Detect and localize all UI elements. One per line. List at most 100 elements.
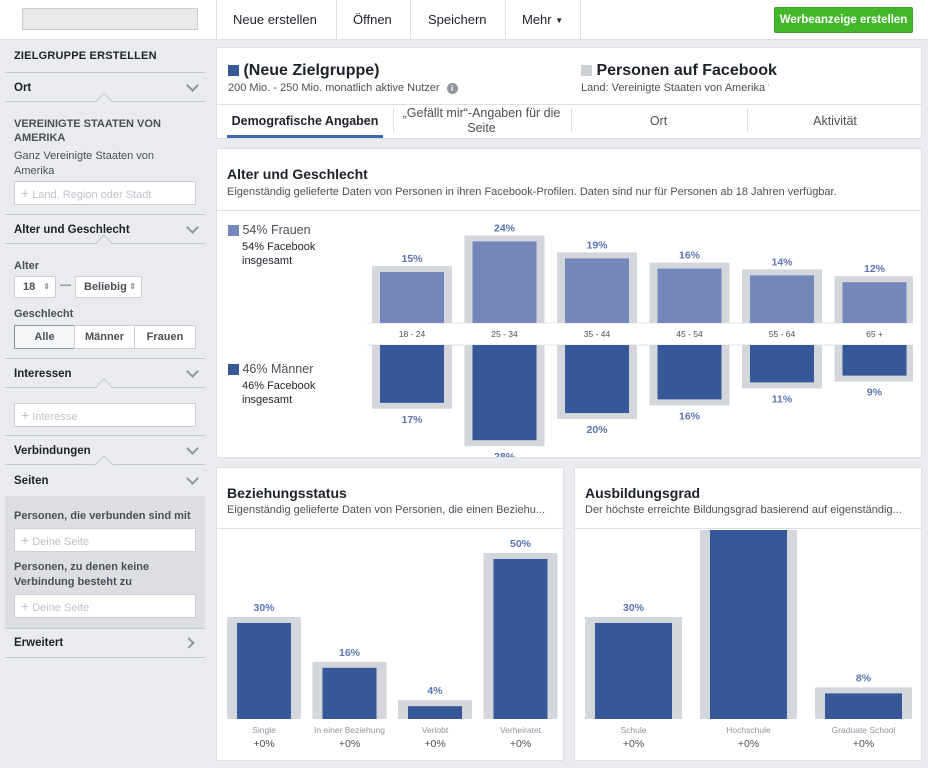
tab-location[interactable]: Ort [649,114,668,128]
pages-filter-box: Personen, die verbunden sind mit + Deine … [5,496,205,628]
category-label: Single [252,725,276,735]
relationship-panel: Beziehungsstatus Eigenständig gelieferte… [216,467,564,761]
chevron-down-icon[interactable] [186,442,199,455]
women-bar [565,258,629,323]
men-facebook-share: 46% Facebook insgesamt [242,380,316,406]
delta-label: +0% [424,738,445,750]
connections-section-header[interactable]: Verbindungen [14,445,91,457]
divider [575,528,921,529]
relationship-title: Beziehungsstatus [227,485,347,501]
delta-label: +0% [853,738,874,750]
chevron-down-icon[interactable] [186,365,199,378]
tab-divider [393,108,394,132]
caret-down-icon: ▼ [555,16,564,26]
plus-icon: + [21,407,30,423]
chevron-down-icon[interactable] [186,221,199,234]
women-color-icon [228,225,239,237]
chevron-down-icon[interactable] [186,472,199,485]
age-min-value: 18 [23,281,36,293]
value-bar [825,693,902,719]
gender-men-button[interactable]: Männer [74,325,135,349]
tab-page-likes[interactable]: „Gefällt mir“-Angaben für die Seite [402,106,561,135]
toolbar-divider [410,0,411,40]
pages-section-header[interactable]: Seiten [14,475,49,487]
divider [217,104,921,105]
divider [5,72,205,73]
chevron-down-icon[interactable] [186,79,199,92]
location-section-header[interactable]: Ort [14,82,32,94]
divider [5,214,205,215]
save-button[interactable]: Speichern [428,12,487,27]
category-label: Hochschule [726,725,771,735]
more-label: Mehr [522,12,552,27]
facebook-people-label: Personen auf Facebook [596,62,777,79]
connected-page-input[interactable]: + Deine Seite [14,528,196,552]
men-value-label: 11% [772,393,793,405]
age-gender-section-header[interactable]: Alter und Geschlecht [14,224,130,236]
info-icon[interactable]: i [446,83,458,94]
gender-all-button[interactable]: Alle [14,325,75,349]
value-label: 16% [339,647,361,659]
category-label: In einer Beziehung [314,725,385,735]
new-audience-title: (Neue Zielgruppe) [228,62,379,80]
interests-section-header[interactable]: Interessen [14,368,72,380]
men-value-label: 9% [867,387,883,399]
age-max-select[interactable]: Beliebig ⇕ [75,276,142,298]
interest-search-input[interactable]: + Interesse [14,403,196,427]
location-placeholder: Land, Region oder Stadt [32,189,152,201]
divider [217,528,563,529]
divider [5,657,205,658]
men-bar [750,345,814,383]
select-arrows-icon: ⇕ [129,282,136,291]
age-gender-chart: 15% 17% 18 - 24 24% 28% 25 - 34 19% 20% 35 - 44 1… [367,222,913,457]
facebook-country: Land: Vereinigte Staaten von Amerika ⁱ [581,82,770,94]
audience-name-field[interactable] [22,8,198,30]
men-bar [472,345,537,441]
selected-country: VEREINIGTE STAATEN VON AMERIKA [14,118,161,144]
age-label: Alter [14,260,40,272]
section-notch [95,378,113,396]
open-button[interactable]: Öffnen [353,12,392,27]
divider [217,210,921,211]
gender-women-button[interactable]: Frauen [134,325,196,349]
men-value-label: 16% [679,410,701,422]
new-audience-size: 200 Mio. - 250 Mio. monatlich aktive Nut… [228,82,458,94]
women-value-label: 12% [864,263,886,275]
toolbar-divider [336,0,337,40]
women-legend: 54% Frauen [228,223,311,237]
not-connected-page-input[interactable]: + Deine Seite [14,594,196,618]
toolbar: Neue erstellen Öffnen Speichern Mehr ▼ W… [0,0,928,40]
women-value-label: 14% [771,256,793,268]
more-menu-button[interactable]: Mehr ▼ [522,12,563,27]
create-ad-button[interactable]: Werbeanzeige erstellen [774,7,913,33]
audience-summary-panel: (Neue Zielgruppe) 200 Mio. - 250 Mio. mo… [216,47,922,139]
tab-activity[interactable]: Aktivität [813,114,857,128]
facebook-country-text: Land: Vereinigte Staaten von Amerika [581,82,766,94]
age-tick-label: 25 - 34 [491,329,518,339]
location-search-input[interactable]: + Land, Region oder Stadt [14,181,196,205]
women-value-label: 24% [494,222,516,234]
delta-label: +0% [738,738,759,750]
age-tick-label: 35 - 44 [584,329,611,339]
gender-label: Geschlecht [14,308,74,320]
men-value-label: 28% [494,451,516,457]
age-min-select[interactable]: 18 ⇕ [14,276,56,298]
men-bar [380,345,444,403]
women-bar [842,282,907,323]
plus-icon: + [21,185,30,201]
category-label: Graduate School [832,725,896,735]
tab-demographics[interactable]: Demografische Angaben [227,104,383,138]
pages-connected-label: Personen, die verbunden sind mit [14,510,191,522]
new-button[interactable]: Neue erstellen [233,12,317,27]
age-tick-label: 45 - 54 [676,329,703,339]
section-notch [95,455,113,473]
men-bar [842,345,907,376]
value-label: 8% [856,672,872,684]
facebook-color-icon [581,65,592,77]
education-panel: Ausbildungsgrad Der höchste erreichte Bi… [574,467,922,761]
chevron-right-icon[interactable] [183,637,195,649]
sidebar-title: ZIELGRUPPE ERSTELLEN [14,50,157,62]
info-icon[interactable]: ⁱ [768,82,770,91]
age-tick-label: 65 + [866,329,883,339]
advanced-section-header[interactable]: Erweitert [14,637,64,649]
